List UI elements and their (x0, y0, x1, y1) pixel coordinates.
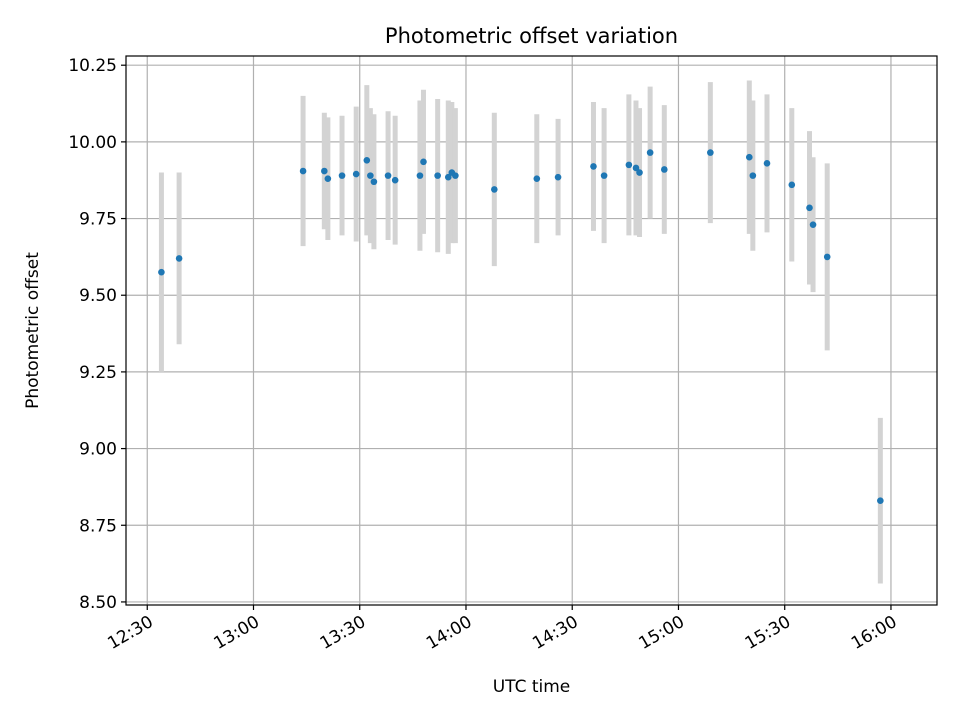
data-point (299, 167, 307, 175)
data-point (158, 268, 165, 276)
y-tick-label: 9.50 (79, 286, 117, 306)
data-point (434, 172, 441, 179)
data-point (763, 160, 771, 167)
data-point (625, 161, 633, 169)
data-point (338, 172, 346, 179)
data-point (491, 186, 498, 193)
y-axis-title: Photometric offset (23, 252, 43, 409)
data-point (533, 175, 541, 182)
y-axis-ticks: 8.50 8.75 9.00 9.25 9.50 9.75 10.00 10.25 (68, 56, 126, 613)
data-point (363, 156, 371, 164)
data-point (661, 166, 668, 173)
data-point (444, 173, 452, 181)
data-point (632, 164, 640, 172)
data-point (646, 149, 654, 156)
data-point (420, 158, 427, 166)
data-point (175, 255, 183, 262)
grid (126, 56, 937, 605)
data-point (416, 172, 424, 179)
data-point (788, 181, 796, 189)
plot-frame (125, 55, 938, 606)
y-tick-label: 8.50 (79, 593, 117, 613)
chart-title: Photometric offset variation (385, 24, 678, 48)
data-point (806, 204, 813, 212)
data-point (746, 153, 753, 161)
y-tick-label: 8.75 (79, 516, 117, 536)
x-axis-title: UTC time (493, 677, 571, 697)
y-tick-label: 10.00 (68, 133, 117, 153)
data-point (367, 172, 374, 179)
data-point (321, 167, 328, 175)
data-point (749, 172, 757, 179)
data-point (590, 163, 597, 170)
data-point (324, 175, 332, 182)
data-point (636, 169, 643, 176)
data-point (600, 172, 608, 179)
y-tick-label: 10.25 (68, 56, 117, 76)
data-point (877, 497, 884, 505)
data-point (370, 178, 378, 186)
data-point (452, 172, 459, 179)
data-points (158, 149, 884, 505)
data-point (384, 172, 392, 179)
data-point (707, 149, 714, 156)
y-tick-label: 9.25 (79, 363, 117, 383)
y-tick-label: 9.75 (79, 210, 117, 230)
data-point (809, 221, 817, 228)
data-point (823, 253, 831, 261)
data-point (391, 176, 399, 184)
data-point (554, 173, 562, 181)
data-point (352, 170, 360, 178)
y-tick-label: 9.00 (79, 440, 117, 460)
